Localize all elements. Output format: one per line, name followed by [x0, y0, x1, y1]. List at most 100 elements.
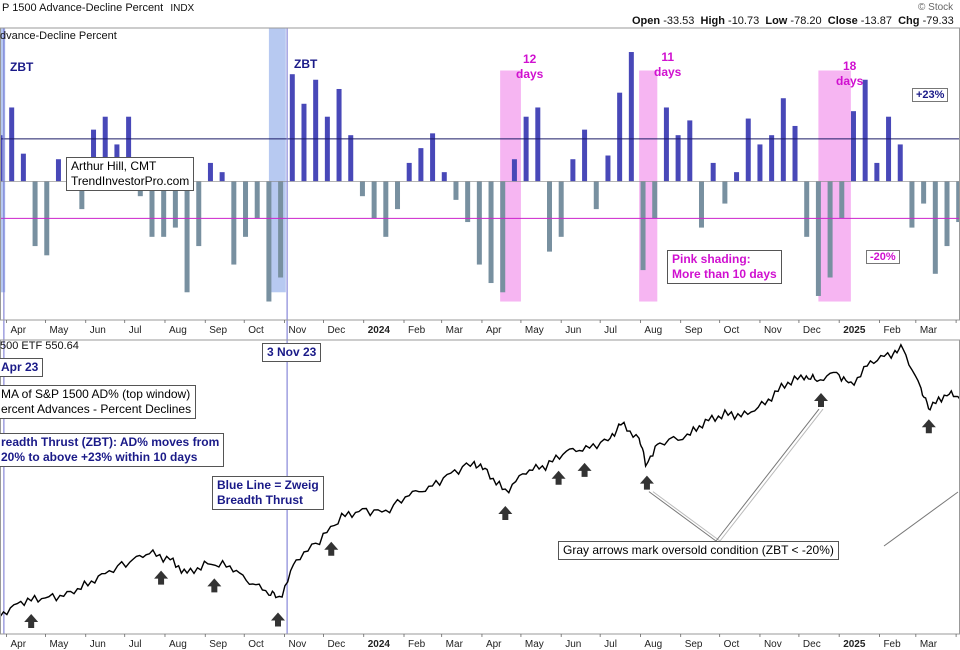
chart-title-text: P 1500 Advance-Decline Percent [2, 2, 164, 14]
tick-label: Dec [803, 325, 821, 336]
bar-25 [278, 181, 284, 278]
bar-60 [687, 120, 693, 182]
bar-78 [897, 144, 903, 182]
bar-27 [301, 103, 307, 182]
shaded-range-2 [268, 28, 286, 293]
bar-28 [313, 79, 319, 182]
bar-66 [757, 144, 763, 182]
tick-label: Sep [685, 325, 703, 336]
bar-30 [336, 88, 342, 182]
bar-57 [652, 181, 658, 219]
price-line-group [0, 343, 960, 618]
shaded-range-3 [500, 70, 521, 302]
tick-label: May [49, 325, 68, 336]
bar-77 [886, 116, 892, 182]
ohlc-low-label: Low [765, 15, 788, 27]
bar-29 [324, 116, 330, 182]
tick-label: Jun [90, 639, 106, 650]
bar-33 [371, 181, 377, 219]
bottom-x-ticks: Apr May Jun Jul Aug Sep Oct Nov Dec 2024 Feb Mar Apr… [6, 634, 957, 650]
ma-line1: MA of S&P 1500 AD% (top window) [1, 387, 191, 401]
bar-20 [219, 172, 225, 182]
bar-39 [441, 172, 447, 182]
pointer-shadow-1 [652, 491, 721, 542]
bar-17 [184, 181, 190, 293]
bar-8 [79, 181, 85, 210]
tick-label: Mar [920, 639, 938, 650]
days-count-3: 18 [843, 59, 857, 73]
tick-label: Jun [565, 325, 581, 336]
tick-label: Jul [604, 639, 617, 650]
tick-label: Apr [10, 639, 26, 650]
bar-67 [769, 135, 775, 182]
lower-level-tag: -20% [866, 250, 900, 264]
bar-19 [207, 162, 213, 182]
tick-label: Dec [803, 639, 821, 650]
bar-21 [231, 181, 237, 265]
upper-level-tag: +23% [912, 88, 949, 102]
blue-line-line1: Blue Line = Zweig [217, 478, 319, 492]
ohlc-close-label: Close [827, 15, 858, 27]
bar-45 [511, 159, 517, 182]
top-x-ticks: Apr May Jun Jul Aug Sep Oct Nov Dec 2024 Feb Mar Apr… [6, 320, 957, 336]
tick-label: Aug [644, 639, 662, 650]
oversold-arrow-11 [921, 419, 936, 434]
tick-label: Feb [408, 639, 426, 650]
bar-36 [406, 162, 412, 182]
bar-70 [804, 181, 810, 237]
bar-26 [289, 74, 295, 182]
bar-69 [792, 125, 798, 182]
bar-71 [815, 181, 821, 296]
days-label-1: 12 days [516, 52, 543, 82]
bar-22 [243, 181, 249, 237]
tick-label: Mar [446, 325, 464, 336]
tick-label: 2024 [368, 325, 391, 336]
tick-label: 2024 [368, 639, 391, 650]
zbt-def-line1: readth Thrust (ZBT): AD% moves from [1, 435, 220, 449]
bar-43 [488, 181, 494, 284]
bar-59 [675, 135, 681, 182]
bar-16 [172, 181, 178, 228]
tick-label: Aug [169, 639, 187, 650]
bar-32 [359, 181, 365, 197]
bar-64 [734, 172, 740, 182]
bar-54 [617, 92, 623, 182]
bar-31 [348, 135, 354, 182]
bar-79 [909, 181, 915, 228]
bar-82 [944, 181, 950, 247]
bar-49 [558, 181, 564, 237]
oversold-arrow-7 [551, 470, 566, 485]
oversold-arrow-2 [154, 570, 169, 585]
bar-38 [430, 133, 436, 182]
bar-74 [850, 111, 856, 182]
bar-44 [500, 181, 506, 293]
bar-83 [956, 181, 960, 223]
pink-note-line2: More than 10 days [672, 267, 777, 281]
bar-35 [395, 181, 401, 210]
bar-23 [254, 181, 260, 219]
bar-73 [839, 181, 845, 219]
bar-10 [102, 116, 108, 182]
oversold-arrow-8 [577, 462, 592, 477]
date-label-mid: 3 Nov 23 [262, 343, 322, 362]
oversold-arrow-5 [324, 541, 339, 556]
tick-label: Jun [565, 639, 581, 650]
tick-label: Feb [883, 639, 901, 650]
pointer-line-2 [715, 408, 820, 542]
pink-shading-note: Pink shading: More than 10 days [667, 250, 782, 284]
tick-label: Apr [10, 325, 26, 336]
days-unit-3: days [836, 74, 864, 88]
bar-75 [862, 79, 868, 182]
tick-label: Feb [883, 325, 901, 336]
ohlc-open-label: Open [632, 15, 661, 27]
tick-label: Apr [486, 325, 502, 336]
bottom-panel-label: 500 ETF 550.64 [0, 340, 79, 352]
gray-arrows-note: Gray arrows mark oversold condition (ZBT… [558, 541, 839, 560]
tick-label: Nov [288, 325, 306, 336]
bar-42 [476, 181, 482, 265]
bar-52 [593, 181, 599, 210]
tick-label: 2025 [843, 325, 866, 336]
bar-4 [32, 181, 38, 247]
ohlc-open-value: -33.53 [663, 15, 695, 27]
days-unit-1: days [516, 67, 544, 81]
